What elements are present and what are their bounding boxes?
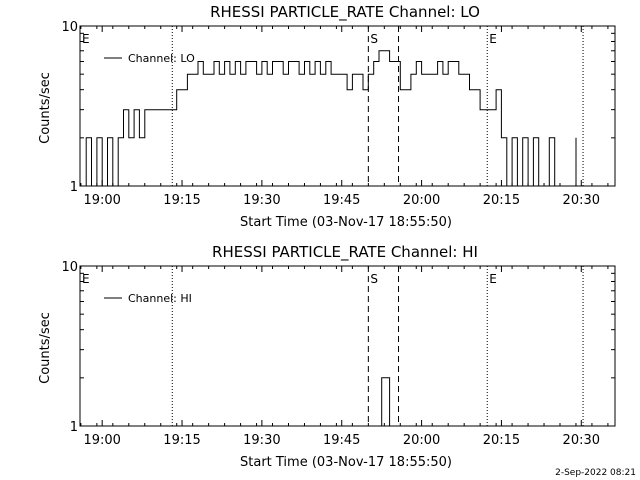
x-tick-label: 19:45	[323, 193, 360, 208]
plot-frame	[79, 265, 616, 427]
y-tick-label: 1	[70, 180, 78, 195]
legend-label: Channel: HI	[128, 292, 192, 305]
marker-label: E	[82, 32, 90, 46]
x-tick-label: 19:15	[163, 433, 200, 448]
x-tick-label: 19:00	[83, 193, 120, 208]
y-tick-label: 1	[70, 420, 78, 435]
y-tick-label: 10	[61, 260, 78, 275]
y-axis-title: Counts/sec	[38, 312, 53, 384]
x-tick-label: 20:30	[563, 433, 600, 448]
series-line	[80, 50, 577, 187]
chart-title: RHESSI PARTICLE_RATE Channel: HI	[212, 243, 478, 262]
y-axis-title: Counts/sec	[38, 72, 53, 144]
x-tick-label: 20:15	[483, 433, 520, 448]
marker-label: E	[489, 272, 497, 286]
series-line	[80, 377, 614, 427]
x-tick-label: 19:30	[243, 193, 280, 208]
x-tick-label: 19:45	[323, 433, 360, 448]
marker-label: S	[370, 272, 378, 286]
legend-label: Channel: LO	[128, 52, 195, 65]
x-tick-label: 20:30	[563, 193, 600, 208]
x-tick-label: 19:00	[83, 433, 120, 448]
chart-title: RHESSI PARTICLE_RATE Channel: LO	[210, 3, 480, 22]
marker-label: E	[82, 272, 90, 286]
panel-hi: RHESSI PARTICLE_RATE Channel: HI Counts/…	[38, 243, 616, 470]
x-axis-title: Start Time (03-Nov-17 18:55:50)	[240, 455, 452, 470]
x-tick-label: 19:15	[163, 193, 200, 208]
x-tick-label: 19:30	[243, 433, 280, 448]
marker-label: S	[370, 32, 378, 46]
x-tick-label: 20:00	[403, 433, 440, 448]
plot-frame	[79, 25, 616, 187]
x-axis-title: Start Time (03-Nov-17 18:55:50)	[240, 215, 452, 230]
panel-lo: RHESSI PARTICLE_RATE Channel: LO Counts/…	[38, 3, 616, 230]
y-tick-label: 10	[61, 20, 78, 35]
marker-label: E	[489, 32, 497, 46]
footer-timestamp: 2-Sep-2022 08:21	[555, 468, 636, 478]
x-tick-label: 20:15	[483, 193, 520, 208]
x-tick-label: 20:00	[403, 193, 440, 208]
